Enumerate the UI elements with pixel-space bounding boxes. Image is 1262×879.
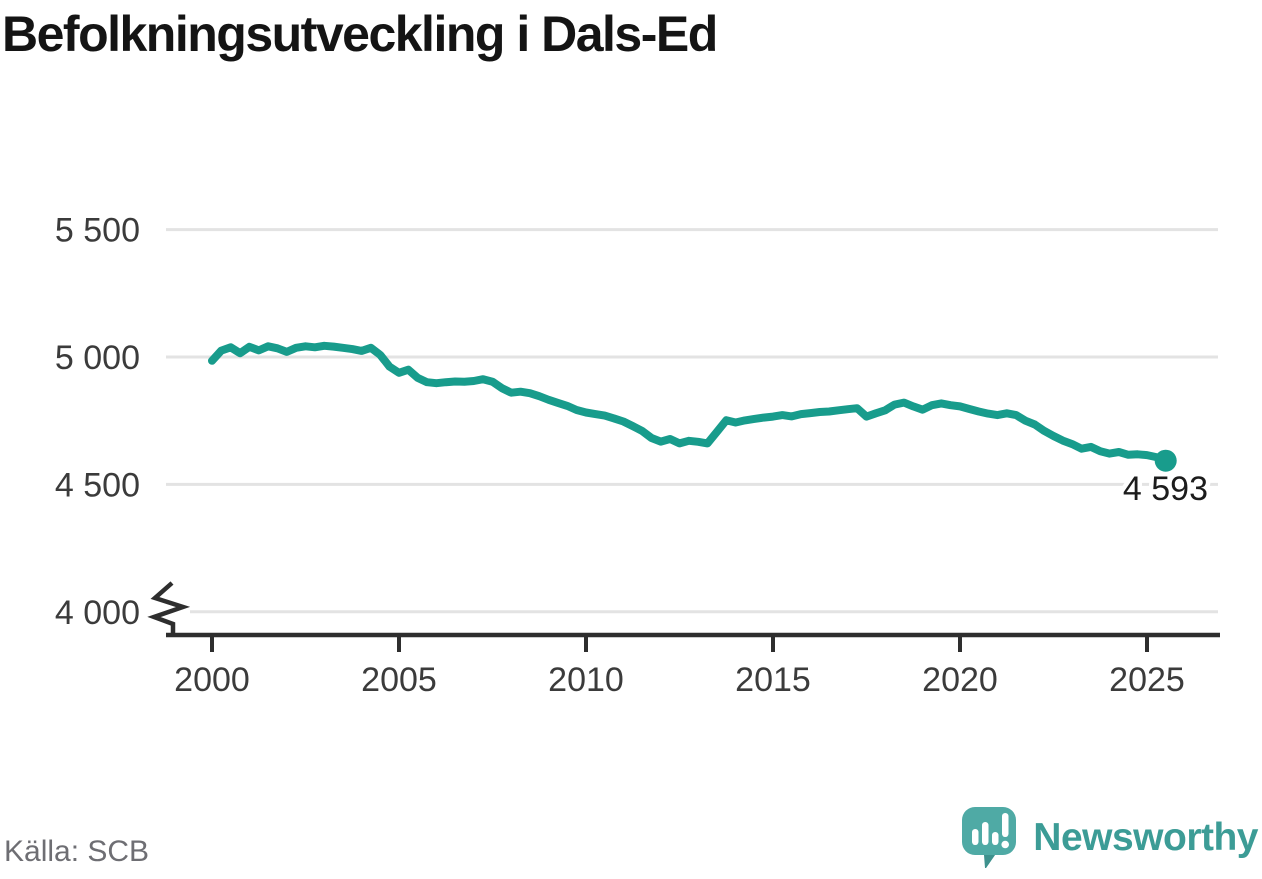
y-axis-tick-label: 5 500 bbox=[55, 212, 140, 250]
x-axis-tick-label: 2025 bbox=[1109, 661, 1185, 699]
newsworthy-logo: Newsworthy bbox=[959, 805, 1258, 871]
x-axis-tick-label: 2000 bbox=[174, 661, 250, 699]
newsworthy-logo-text: Newsworthy bbox=[1033, 816, 1258, 859]
x-axis-ticks bbox=[210, 636, 1149, 652]
source-caption: Källa: SCB bbox=[4, 835, 150, 868]
x-axis-tick-label: 2005 bbox=[361, 661, 437, 699]
y-axis-tick-label: 5 000 bbox=[55, 339, 140, 377]
y-axis-labels: 5 500 5 000 4 500 4 000 bbox=[55, 212, 140, 632]
x-axis-labels: 2000 2005 2010 2015 2020 2025 bbox=[174, 661, 1185, 699]
y-axis-tick-label: 4 500 bbox=[55, 466, 140, 504]
x-axis-tick-label: 2015 bbox=[735, 661, 811, 699]
x-axis-tick-label: 2020 bbox=[922, 661, 998, 699]
gridlines bbox=[166, 228, 1218, 614]
y-axis-tick-label: 4 000 bbox=[55, 594, 140, 632]
end-value-label: 4 593 bbox=[1123, 470, 1208, 508]
x-axis-tick-label: 2010 bbox=[548, 661, 624, 699]
end-point-marker bbox=[1154, 449, 1177, 472]
population-line-series bbox=[208, 341, 1170, 465]
newsworthy-logo-icon bbox=[962, 807, 1017, 868]
axis-break-icon bbox=[147, 581, 191, 634]
chart-title: Befolkningsutveckling i Dals-Ed bbox=[2, 6, 718, 62]
